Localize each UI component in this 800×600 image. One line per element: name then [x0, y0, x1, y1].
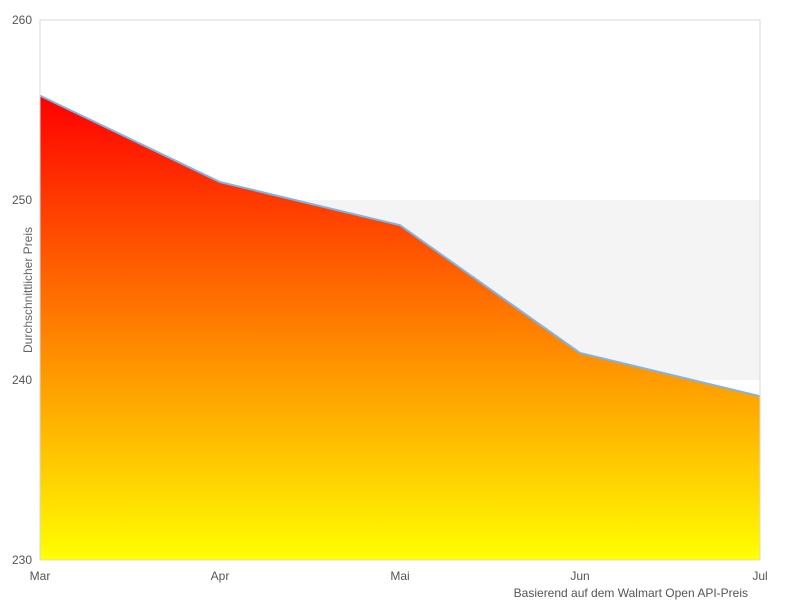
x-tick-label: Mar [30, 569, 51, 583]
x-tick-label: Jun [570, 569, 589, 583]
credits-text: Basierend auf dem Walmart Open API-Preis [514, 586, 748, 600]
plot-border [39, 19, 761, 561]
area-line [39, 94, 761, 398]
y-axis-labels: 230 240 250 260 [12, 13, 32, 567]
y-tick-label: 240 [12, 373, 32, 387]
x-tick-label: Apr [211, 569, 230, 583]
y-tick-label: 260 [12, 13, 32, 27]
x-axis-labels: Mar Apr Mai Jun Jul [30, 569, 768, 583]
x-tick-label: Jul [752, 569, 767, 583]
y-tick-label: 250 [12, 193, 32, 207]
area-fill[interactable] [40, 95, 760, 560]
x-tick-label: Mai [390, 569, 409, 583]
y-tick-label: 230 [12, 553, 32, 567]
y-axis-title: Durchschnittlicher Preis [21, 227, 35, 353]
